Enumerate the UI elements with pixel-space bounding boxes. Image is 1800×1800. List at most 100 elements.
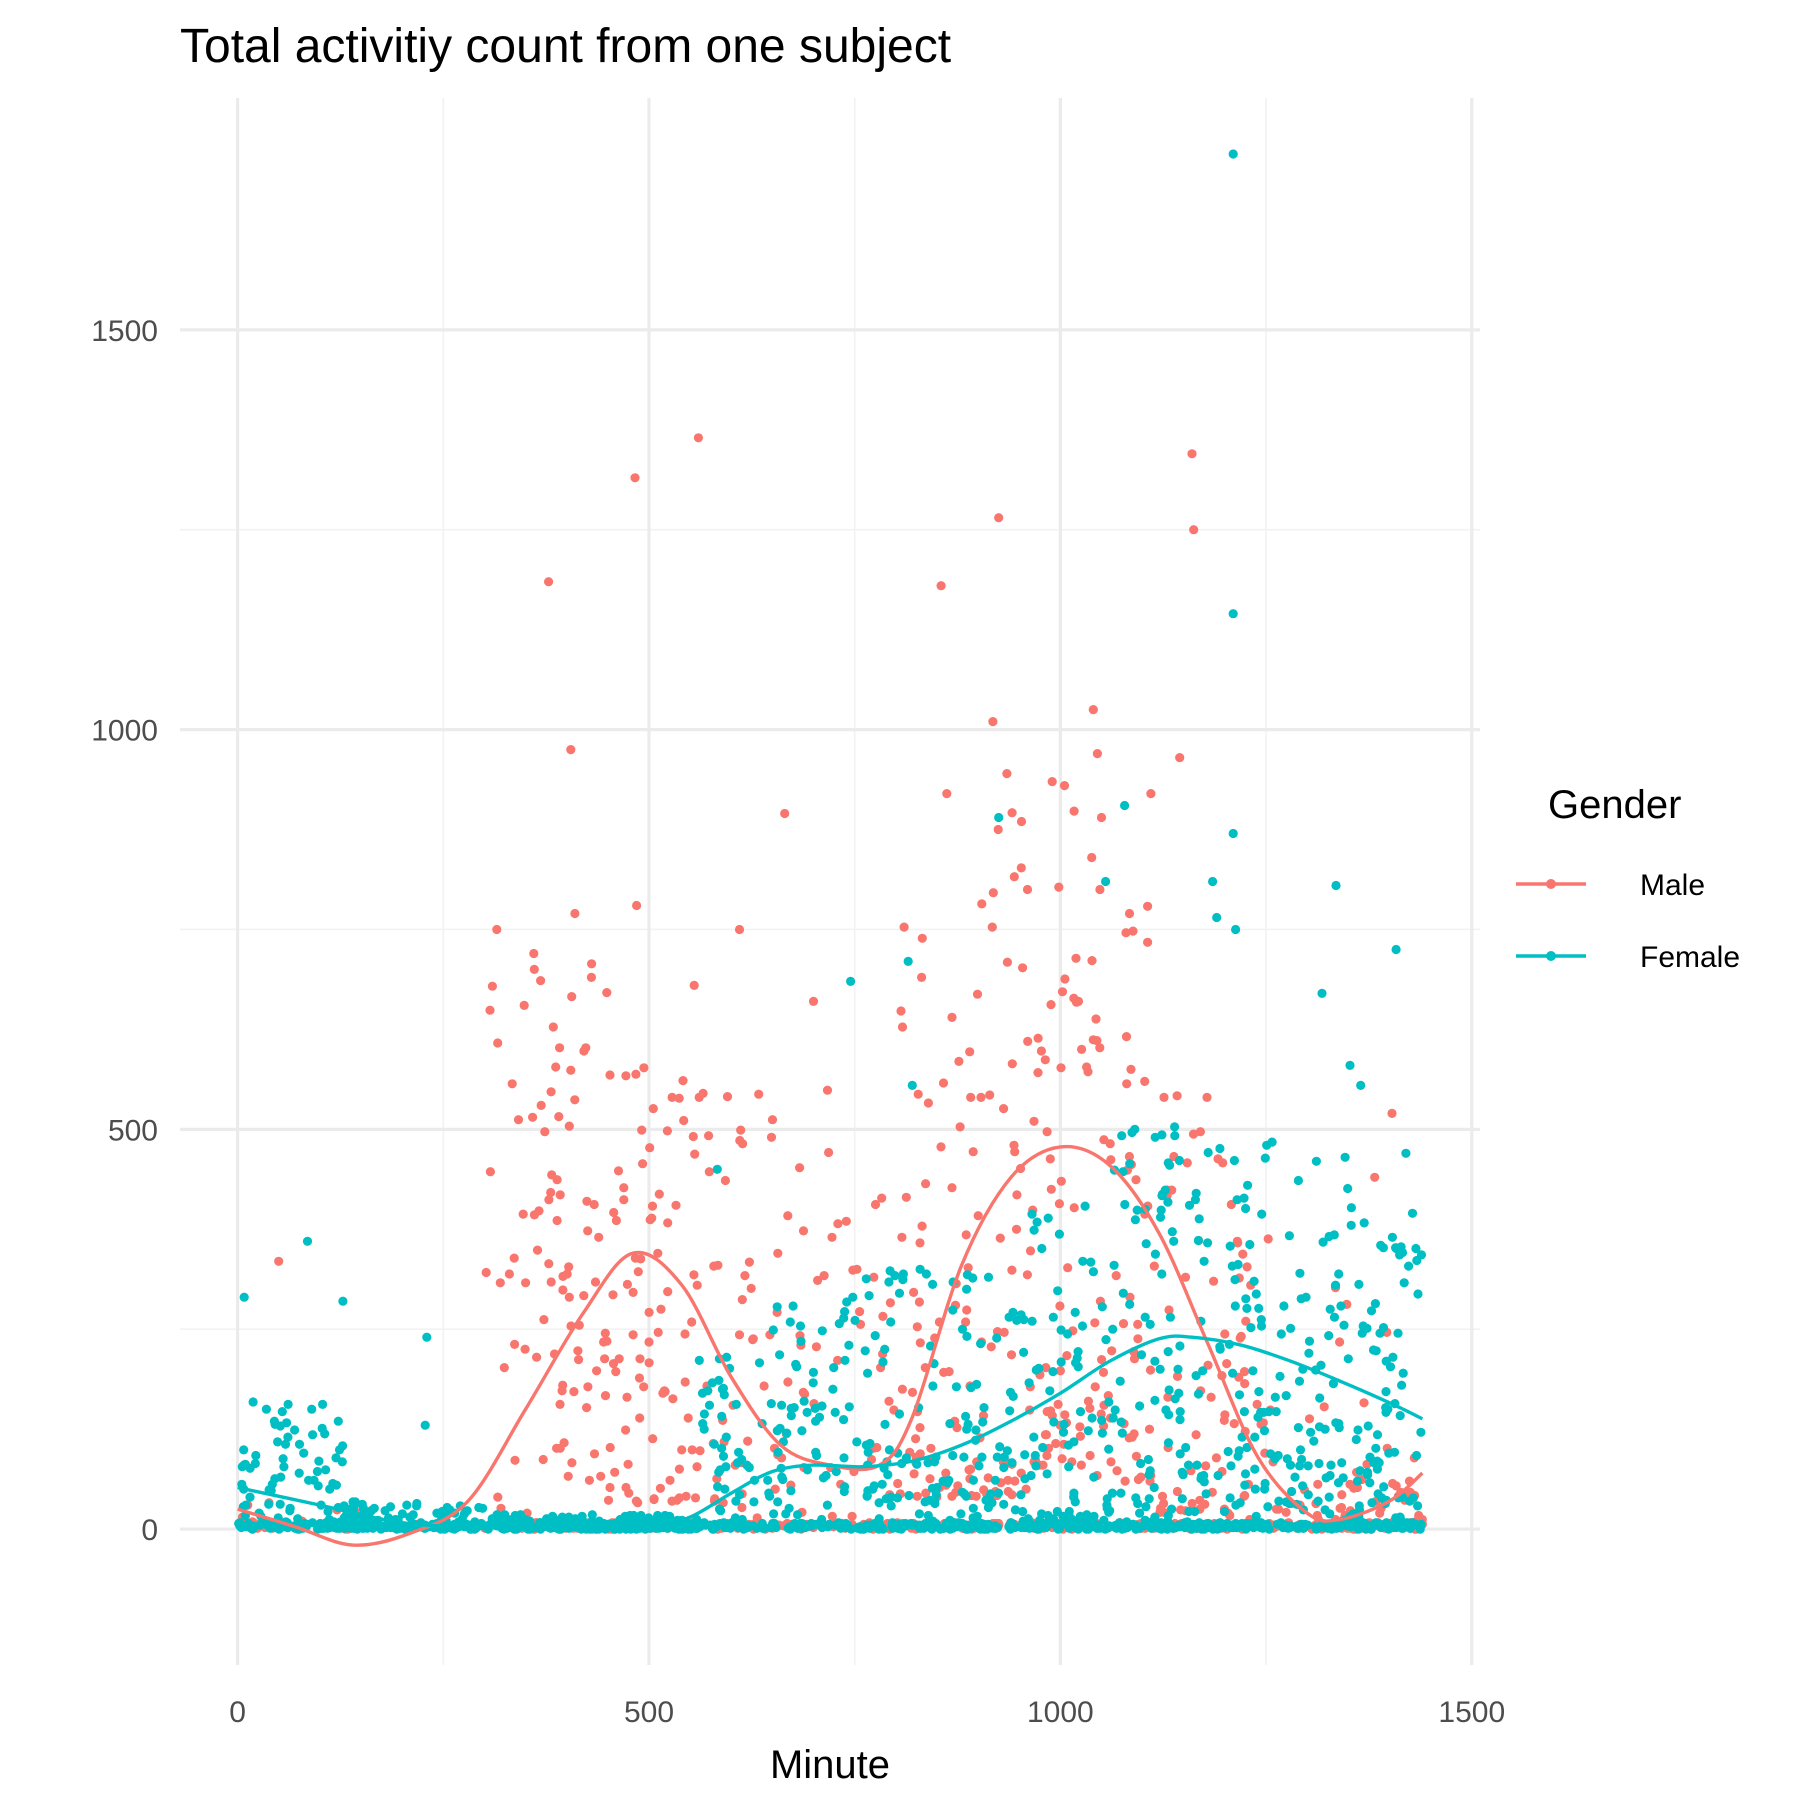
data-point [1326,1460,1336,1470]
data-point [798,1226,809,1236]
data-point [504,1269,514,1279]
data-point [1325,1509,1335,1519]
data-point [1225,1493,1235,1503]
data-point [569,1387,579,1397]
data-point [1143,901,1153,911]
data-point [1284,1231,1294,1241]
data-point [1175,1449,1185,1459]
data-point [1229,1419,1239,1429]
data-point [973,1211,983,1221]
data-point [1370,1299,1380,1309]
data-point [795,1163,805,1173]
data-point [721,1432,731,1442]
data-point [952,1423,962,1433]
data-point [340,1523,350,1533]
data-point [1384,1520,1394,1530]
data-point [1075,1431,1085,1441]
data-point [534,1206,544,1216]
data-point [999,1499,1009,1509]
data-point [1101,1335,1111,1345]
data-point [964,1465,974,1475]
data-point [570,908,580,919]
data-point [555,1399,565,1409]
data-point [1056,1357,1066,1367]
data-point [1257,1209,1267,1219]
data-point [325,1484,335,1494]
data-point [1097,1302,1107,1312]
data-point [1213,1470,1223,1481]
data-point [635,1413,645,1423]
data-point [331,1480,341,1490]
data-point [735,1135,745,1146]
data-point [1245,1239,1255,1250]
data-point [412,1501,422,1511]
data-point [839,1415,849,1425]
data-point [1018,963,1028,973]
data-point [653,1510,663,1521]
data-point [1005,1406,1015,1416]
data-point [1133,1498,1143,1509]
data-point [1281,1391,1291,1401]
data-point [986,1342,996,1352]
data-point [1263,1502,1273,1512]
data-point [1172,1486,1182,1497]
data-point [613,1166,624,1176]
data-point [1352,1476,1363,1486]
data-point [1085,1450,1095,1461]
data-point [546,1277,556,1287]
data-point [783,1377,793,1387]
data-point [564,1292,574,1302]
data-point [1256,1321,1267,1331]
legend-item-male: Male [1516,869,1705,902]
data-point [789,1403,799,1413]
data-point [594,1232,604,1242]
data-point [1107,1346,1117,1356]
data-point [754,1089,764,1099]
data-point [1287,1486,1297,1497]
data-point [605,1070,615,1080]
data-point [1187,1498,1197,1509]
data-point [913,1089,923,1099]
data-point [1141,1239,1151,1249]
data-point [562,1269,572,1279]
x-tick-label: 500 [624,1696,674,1729]
data-point [1020,1450,1030,1460]
data-point [1007,1458,1017,1468]
data-point [1086,1257,1096,1267]
data-point [247,1521,257,1531]
x-tick-label: 1500 [1438,1696,1505,1729]
data-point [528,1112,538,1122]
data-point [1190,1195,1200,1205]
data-point [1370,1172,1380,1182]
data-point [1271,1504,1282,1514]
data-point [695,1522,705,1532]
data-point [907,1080,917,1090]
data-point [1041,1363,1051,1373]
data-point [1124,1151,1134,1162]
data-point [983,1502,994,1513]
data-point [1256,1315,1266,1325]
data-point [1146,789,1156,799]
data-point [1353,1524,1363,1534]
data-point [878,1357,888,1367]
data-point [271,1522,282,1533]
data-point [1070,1307,1080,1317]
data-point [536,976,546,986]
data-point [1309,1436,1319,1446]
data-point [582,1196,592,1206]
data-point [536,1100,546,1110]
data-point [622,1279,633,1289]
data-point [1080,1201,1090,1211]
y-tick-label: 1000 [91,715,158,748]
data-point [1059,1419,1069,1429]
data-point [1416,1427,1426,1437]
data-point [1173,1364,1183,1374]
data-point [1126,1064,1136,1074]
data-point [692,1462,702,1472]
data-point [1240,1480,1250,1490]
data-point [962,1284,972,1294]
data-point [544,1195,554,1205]
data-point [1187,449,1197,459]
data-point [674,1093,684,1103]
data-point [1247,1518,1257,1529]
